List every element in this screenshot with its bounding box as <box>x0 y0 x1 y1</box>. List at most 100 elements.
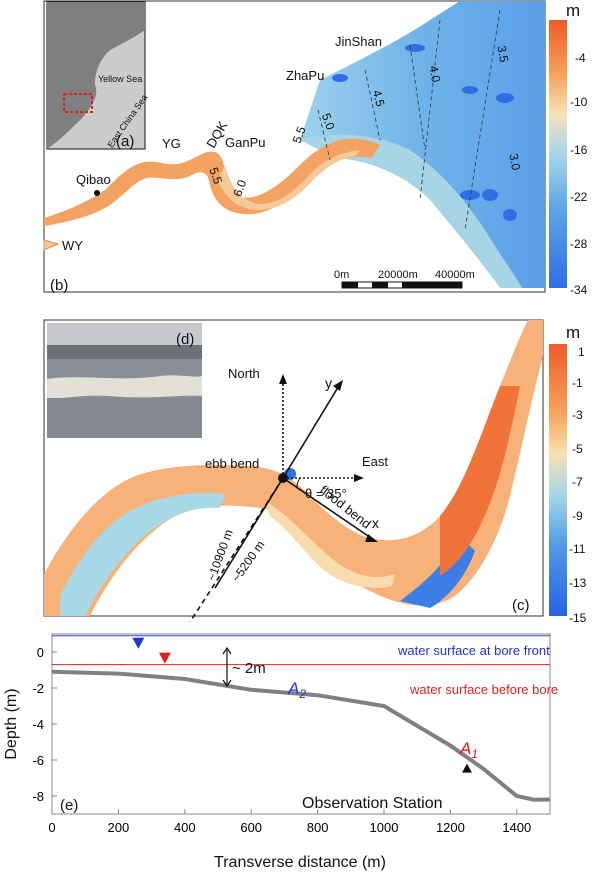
scale-bar <box>341 281 463 289</box>
x-axis-title: Transverse distance (m) <box>214 854 386 871</box>
colorbar-b-tick-5: -28 <box>570 237 588 251</box>
height-arrow <box>222 646 232 688</box>
label-a1-sub: 1 <box>471 747 478 761</box>
x-tick-label-0: 0 <box>48 820 55 835</box>
colorbar-c-ticks: 1 -1 -3 -5 -7 -9 -11 -13 -15 <box>569 345 587 625</box>
legend-bore-front: water surface at bore front <box>397 643 550 658</box>
contour-label-2: 6.0 <box>230 178 249 199</box>
panel-a-label: (a) <box>116 133 134 150</box>
panel-e-chart: 0 -2 -4 -6 -8 0 200 400 600 800 1000 1200 1400 ~ 2m… <box>0 630 600 876</box>
panel-c-map: North East y x θ = 35° ebb bend flood be… <box>0 316 600 625</box>
colorbar-c-tick-3: -3 <box>572 408 583 422</box>
panel-d-label: (d) <box>176 331 194 348</box>
colorbar-c-tick-7: -11 <box>569 542 586 556</box>
estuary-sea <box>300 1 545 288</box>
place-ganpu: GanPu <box>225 135 265 150</box>
contour-lines <box>317 9 501 231</box>
colorbar-c-tick-1: 1 <box>578 345 585 359</box>
height-label: ~ 2m <box>232 660 266 677</box>
contour-label-3: 5.5 <box>290 124 309 145</box>
colorbar-c-tick-8: -13 <box>569 576 587 590</box>
label-a2-main: A <box>287 679 299 698</box>
colorbar-b-ticks: -4 -10 -16 -22 -28 -34 <box>570 51 588 297</box>
station-label: Observation Station <box>302 795 443 812</box>
label-a2: A2 <box>287 679 306 701</box>
theta-arc <box>296 477 301 489</box>
contour-label-8: 3.0 <box>506 152 523 171</box>
y-tick-label-0: 0 <box>37 645 44 660</box>
panel-b-map: JinShan ZhaPu GanPu DQK YG Qibao WY 5.5 … <box>0 0 600 300</box>
origin-dot <box>278 473 288 483</box>
contour-label-5: 4.5 <box>370 88 388 108</box>
legend-before-bore: water surface before bore <box>409 682 558 697</box>
deep-spots <box>332 44 517 221</box>
contour-label-7: 3.5 <box>494 44 511 63</box>
arrowheads <box>279 374 378 542</box>
colorbar-c-tick-4: -5 <box>572 442 583 456</box>
channel-c-mid <box>265 501 395 588</box>
y-axis-title: Depth (m) <box>3 688 20 759</box>
x-tick-label-7: 1400 <box>502 820 531 835</box>
contour-label-6: 4.0 <box>426 64 443 83</box>
inset-a <box>46 1 146 150</box>
place-zhapu: ZhaPu <box>286 68 324 83</box>
compass-axes <box>189 376 375 623</box>
inset-yellow-sea: Yellow Sea <box>98 74 142 84</box>
channel-c <box>44 320 543 616</box>
label-a2-sub: 2 <box>298 687 306 701</box>
colorbar-b-tick-2: -10 <box>570 95 588 109</box>
x-tick-label-6: 1200 <box>436 820 465 835</box>
place-wy: WY <box>62 238 83 253</box>
label-ebb-bend: ebb bend <box>205 456 259 471</box>
label-a1-main: A <box>459 739 471 758</box>
channel-c-shallow <box>60 492 225 616</box>
colorbar-b-tick-1: -4 <box>575 51 586 65</box>
qibao-dot <box>94 190 100 196</box>
label-east: East <box>362 454 388 469</box>
bed-profile <box>51 669 550 802</box>
x-tick-label-3: 600 <box>240 820 262 835</box>
colorbar-b-tick-4: -22 <box>570 190 588 204</box>
channel-c-orange <box>440 386 520 576</box>
scale-label-0: 0m <box>334 269 349 281</box>
place-jinshan: JinShan <box>335 34 382 49</box>
colorbar-c-tick-5: -7 <box>572 475 583 489</box>
colorbar-b-unit: m <box>566 1 580 20</box>
y-tick-label-3: -6 <box>32 753 44 768</box>
panel-b-label: (b) <box>50 277 68 294</box>
river-inner <box>218 150 360 210</box>
label-x-axis: x <box>372 515 379 531</box>
blue-marker <box>132 637 145 649</box>
label-north: North <box>228 366 260 381</box>
colorbar-c <box>549 344 567 616</box>
label-y-axis: y <box>325 375 332 391</box>
x-tick-label-5: 1000 <box>370 820 399 835</box>
station-marker <box>462 763 472 773</box>
colorbar-c-tick-2: -1 <box>572 376 583 390</box>
y-tick-label-1: -2 <box>32 681 44 696</box>
colorbar-b <box>549 20 567 288</box>
colorbar-c-tick-6: -9 <box>572 509 583 523</box>
contour-label-1: 5.5 <box>206 166 225 187</box>
x-tick-label-2: 400 <box>174 820 196 835</box>
x-tick-label-4: 800 <box>307 820 329 835</box>
river-channel <box>44 138 380 226</box>
panel-c-label: (c) <box>512 597 530 614</box>
plot-frame <box>51 633 551 815</box>
label-theta: θ = 35° <box>305 486 347 501</box>
label-a1: A1 <box>459 739 478 761</box>
panel-e-label: (e) <box>60 797 78 814</box>
colorbar-b-tick-3: -16 <box>570 143 588 157</box>
place-yg: YG <box>162 136 181 151</box>
inset-photo-d <box>47 323 202 438</box>
contour-label-4: 5.0 <box>319 111 338 132</box>
scale-label-20000: 20000m <box>378 269 418 281</box>
colorbar-c-unit: m <box>566 323 580 342</box>
place-qibao: Qibao <box>76 172 111 187</box>
scale-label-40000: 40000m <box>435 269 475 281</box>
y-tick-label-4: -8 <box>32 789 44 804</box>
red-marker <box>158 652 171 664</box>
colorbar-c-tick-9: -15 <box>569 611 587 622</box>
x-tick-label-1: 200 <box>108 820 130 835</box>
y-tick-label-2: -4 <box>32 717 44 732</box>
